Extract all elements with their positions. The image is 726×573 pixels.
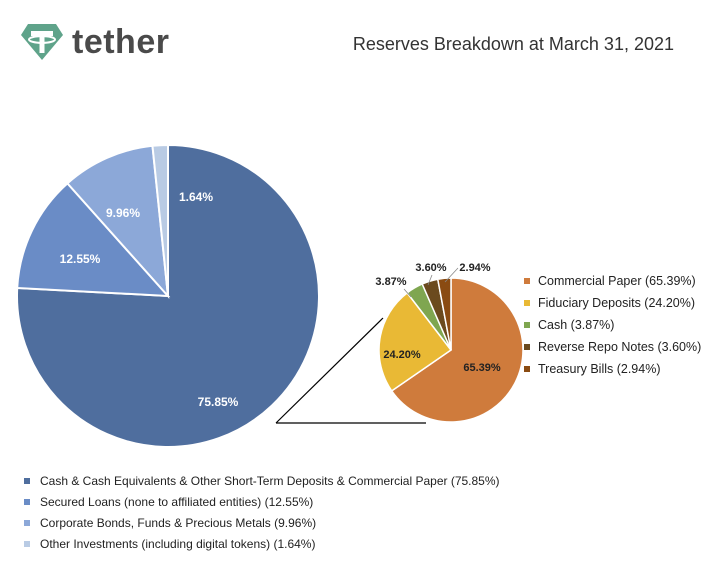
secondary-legend-swatch (524, 344, 530, 350)
connector-line (275, 317, 384, 424)
secondary-legend-label: Fiduciary Deposits (24.20%) (538, 296, 696, 310)
secondary-legend-item: Commercial Paper (65.39%) (524, 270, 701, 292)
main-legend-label: Other Investments (including digital tok… (40, 536, 316, 551)
secondary-legend-label: Cash (3.87%) (538, 318, 615, 332)
main-legend-label: Corporate Bonds, Funds & Precious Metals… (40, 515, 317, 530)
secondary-pie-slice (378, 291, 453, 392)
main-pie-slice (16, 181, 171, 298)
main-legend-label: Secured Loans (none to affiliated entiti… (40, 494, 314, 509)
secondary-pie-data-label: 3.60% (415, 262, 446, 274)
secondary-pie-data-label: 3.87% (375, 276, 406, 288)
secondary-legend-swatch (524, 278, 530, 284)
secondary-pie-data-label: 2.94% (459, 262, 490, 274)
main-legend-swatch (24, 540, 30, 547)
main-pie-slice (66, 144, 170, 299)
main-legend-item: Cash & Cash Equivalents & Other Short-Te… (24, 470, 500, 491)
leader-line (427, 274, 433, 286)
secondary-legend-item: Treasury Bills (2.94%) (524, 358, 701, 380)
main-legend-swatch (24, 498, 30, 505)
page-title: Reserves Breakdown at March 31, 2021 (352, 34, 674, 54)
main-legend-label: Cash & Cash Equivalents & Other Short-Te… (40, 473, 500, 488)
secondary-legend-label: Reverse Repo Notes (3.60%) (538, 340, 702, 354)
main-legend-item: Secured Loans (none to affiliated entiti… (24, 491, 500, 512)
main-pie-slice (16, 143, 320, 448)
secondary-legend-item: Cash (3.87%) (524, 314, 701, 336)
secondary-pie-slice (436, 277, 452, 351)
main-pie-data-label: 75.85% (198, 395, 239, 409)
secondary-pie-slice (390, 277, 524, 423)
brand-name: tether (72, 23, 170, 61)
leader-line (403, 288, 412, 298)
secondary-legend-label: Treasury Bills (2.94%) (538, 362, 661, 376)
secondary-pie-data-label: 24.20% (383, 349, 421, 361)
main-pie-data-label: 1.64% (179, 190, 213, 204)
secondary-pie-legend: Commercial Paper (65.39%) Fiduciary Depos… (524, 270, 701, 380)
secondary-pie-data-label: 65.39% (463, 362, 501, 374)
secondary-legend-item: Reverse Repo Notes (3.60%) (524, 336, 701, 358)
main-pie-data-label: 12.55% (60, 252, 101, 266)
secondary-legend-swatch (524, 322, 530, 328)
secondary-legend-swatch (524, 366, 530, 372)
main-legend-item: Other Investments (including digital tok… (24, 533, 500, 554)
main-legend-swatch (24, 477, 30, 484)
main-legend-item: Corporate Bonds, Funds & Precious Metals… (24, 512, 500, 533)
leader-line (444, 267, 459, 283)
secondary-legend-label: Commercial Paper (65.39%) (538, 274, 696, 288)
secondary-legend-swatch (524, 300, 530, 306)
secondary-legend-item: Fiduciary Deposits (24.20%) (524, 292, 701, 314)
tether-logo: tether (20, 22, 169, 62)
main-pie-legend: Cash & Cash Equivalents & Other Short-Te… (24, 470, 500, 554)
main-legend-swatch (24, 519, 30, 526)
main-pie-data-label: 9.96% (106, 206, 140, 220)
main-pie-slice (151, 143, 169, 297)
tether-logo-icon (21, 24, 63, 60)
